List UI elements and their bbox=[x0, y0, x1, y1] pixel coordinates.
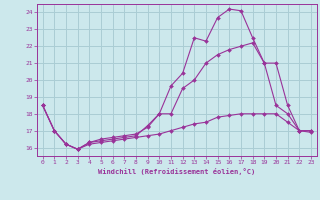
X-axis label: Windchill (Refroidissement éolien,°C): Windchill (Refroidissement éolien,°C) bbox=[98, 168, 255, 175]
